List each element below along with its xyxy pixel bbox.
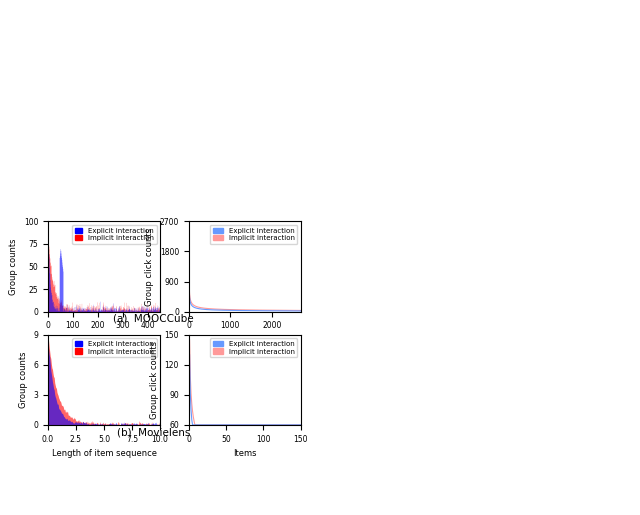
X-axis label: Items: Items	[233, 336, 257, 345]
Explicit interaction	[278, 422, 286, 428]
Implicit interaction	[297, 422, 305, 428]
Legend: Explicit interaction, Implicit interaction: Explicit interaction, Implicit interacti…	[72, 338, 157, 357]
Explicit interaction	[186, 352, 193, 358]
Implicit interaction	[223, 422, 230, 428]
Explicit interaction	[244, 307, 252, 314]
Implicit interaction	[297, 307, 305, 314]
Explicit interaction	[297, 422, 305, 428]
Text: (a)  MOOCCube: (a) MOOCCube	[113, 314, 194, 324]
Implicit interaction	[214, 306, 221, 312]
Implicit interaction	[230, 422, 238, 428]
Legend: Explicit interaction, Implicit interaction: Explicit interaction, Implicit interacti…	[210, 338, 298, 357]
Line: Implicit interaction: Implicit interaction	[189, 223, 301, 311]
Explicit interaction	[230, 422, 238, 428]
X-axis label: Length of item sequence: Length of item sequence	[51, 336, 157, 345]
Line: Implicit interaction: Implicit interaction	[189, 340, 301, 425]
Y-axis label: Group click counts: Group click counts	[150, 341, 159, 419]
Implicit interaction	[249, 422, 257, 428]
Implicit interaction	[226, 306, 234, 313]
Explicit interaction	[223, 422, 230, 428]
Implicit interaction	[263, 422, 271, 428]
Explicit interaction	[244, 422, 252, 428]
Explicit interaction	[297, 308, 305, 314]
Implicit interaction	[186, 337, 193, 343]
Implicit interaction	[191, 303, 199, 309]
Y-axis label: Group counts: Group counts	[19, 352, 28, 408]
Implicit interaction	[260, 307, 268, 313]
Implicit interaction	[244, 422, 252, 428]
Explicit interaction	[263, 422, 271, 428]
Explicit interaction	[249, 422, 257, 428]
Explicit interaction	[214, 307, 221, 313]
Line: Explicit interaction: Explicit interaction	[189, 225, 301, 311]
Implicit interaction	[188, 299, 195, 305]
Text: (b)  Movielens: (b) Movielens	[117, 427, 190, 437]
Explicit interaction	[226, 307, 234, 314]
Implicit interaction	[278, 422, 286, 428]
Y-axis label: Group counts: Group counts	[9, 238, 18, 295]
Legend: Explicit interaction, Implicit interaction: Explicit interaction, Implicit interacti…	[210, 225, 298, 244]
Explicit interaction	[188, 302, 195, 308]
Y-axis label: Group click counts: Group click counts	[145, 228, 154, 305]
Explicit interaction	[185, 221, 193, 228]
Implicit interaction	[185, 220, 193, 226]
Implicit interaction	[192, 422, 200, 428]
Explicit interaction	[189, 422, 196, 428]
X-axis label: Items: Items	[233, 449, 257, 458]
Explicit interaction	[191, 304, 199, 311]
Implicit interaction	[244, 307, 252, 313]
Explicit interaction	[260, 307, 268, 314]
X-axis label: Length of item sequence: Length of item sequence	[51, 449, 157, 458]
Legend: Explicit interaction, Implicit interaction: Explicit interaction, Implicit interacti…	[72, 225, 157, 244]
Line: Explicit interaction: Explicit interaction	[189, 355, 301, 425]
